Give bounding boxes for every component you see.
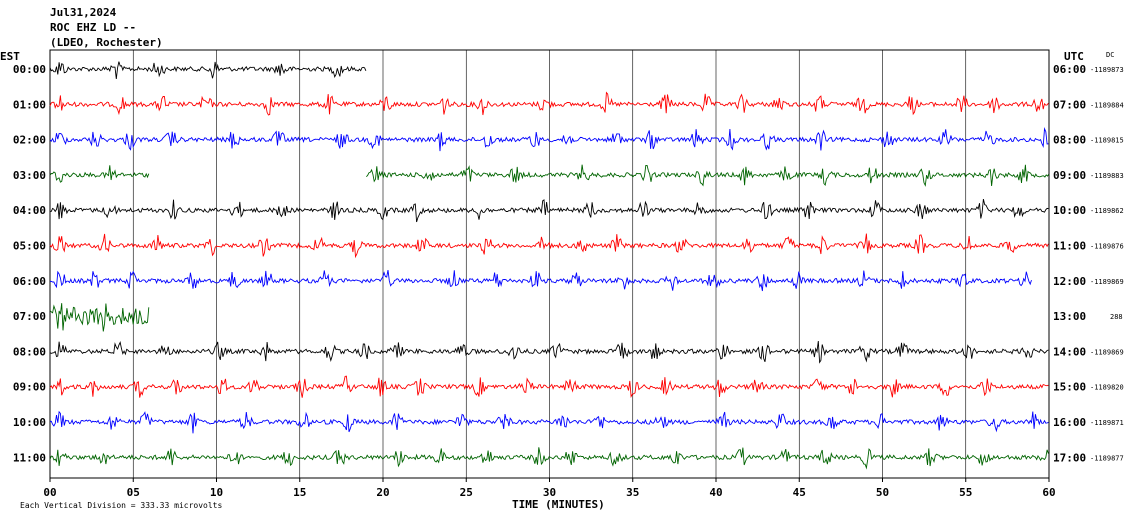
trace-0700-est xyxy=(49,303,150,332)
trace-0100-est xyxy=(49,91,1049,116)
seismic-traces xyxy=(49,61,1050,470)
est-hour-label: 08:00 xyxy=(13,345,46,358)
dc-offset-value: -1189862 xyxy=(1090,207,1124,215)
dc-offset-value: -1189873 xyxy=(1090,66,1124,74)
dc-offset-value: -1189869 xyxy=(1090,278,1124,286)
est-label: EST xyxy=(0,50,20,63)
trace-0000-est xyxy=(49,61,367,80)
x-tick-label-15: 15 xyxy=(293,486,306,499)
time-gridlines xyxy=(132,50,967,478)
dc-offset-value: -1189820 xyxy=(1090,384,1124,392)
x-tick-label-25: 25 xyxy=(460,486,473,499)
trace-0500-est xyxy=(49,233,1049,259)
header-network: (LDEO, Rochester) xyxy=(50,36,163,49)
dc-offset-value: -1189815 xyxy=(1090,137,1124,145)
footer-note: Each Vertical Division = 333.33 microvol… xyxy=(20,501,222,510)
est-hour-label: 09:00 xyxy=(13,381,46,394)
x-tick-label-35: 35 xyxy=(626,486,639,499)
x-tick-label-40: 40 xyxy=(709,486,722,499)
utc-hour-label: 15:00 xyxy=(1053,381,1086,394)
utc-hour-label: 11:00 xyxy=(1053,240,1086,253)
utc-hour-label: 12:00 xyxy=(1053,275,1086,288)
utc-hour-label: 14:00 xyxy=(1053,345,1086,358)
trace-0300-est-part2 xyxy=(365,164,1050,187)
est-hour-labels: 00:00 01:00 02:00 03:00 04:00 05:00 06:00 07:00… xyxy=(13,63,46,464)
trace-0800-est xyxy=(49,340,1049,364)
dc-offset-value: -1189883 xyxy=(1090,172,1124,180)
x-tick-label-10: 10 xyxy=(210,486,223,499)
dc-offset-value: -1189869 xyxy=(1090,348,1124,356)
header-station: ROC EHZ LD -- xyxy=(50,21,136,34)
x-tick-label-50: 50 xyxy=(876,486,889,499)
x-tick-label-00: 00 xyxy=(43,486,56,499)
trace-0600-est xyxy=(49,270,1032,292)
x-tick-label-45: 45 xyxy=(793,486,806,499)
x-tick-label-20: 20 xyxy=(376,486,389,499)
dc-label: DC xyxy=(1106,51,1114,59)
trace-0900-est xyxy=(49,375,1049,398)
trace-1100-est xyxy=(49,447,1049,470)
utc-hour-labels: 06:00 -1189873 07:00 -1189884 08:00 -1189815 0… xyxy=(1053,63,1124,464)
trace-0400-est xyxy=(49,198,1049,223)
x-tick-label-55: 55 xyxy=(959,486,972,499)
est-hour-label: 03:00 xyxy=(13,169,46,182)
est-hour-label: 02:00 xyxy=(13,134,46,147)
est-hour-label: 06:00 xyxy=(13,275,46,288)
trace-0300-est xyxy=(49,165,150,183)
header-date: Jul31,2024 xyxy=(50,6,117,19)
trace-1000-est xyxy=(49,410,1049,434)
trace-0200-est xyxy=(49,127,1049,152)
x-tick-label-30: 30 xyxy=(543,486,556,499)
x-axis-title: TIME (MINUTES) xyxy=(512,498,605,511)
utc-hour-label: 06:00 xyxy=(1053,63,1086,76)
utc-hour-label: 09:00 xyxy=(1053,169,1086,182)
x-tick-label-60: 60 xyxy=(1042,486,1055,499)
x-tick-label-05: 05 xyxy=(127,486,140,499)
est-hour-label: 04:00 xyxy=(13,204,46,217)
utc-hour-label: 16:00 xyxy=(1053,416,1086,429)
dc-offset-value: 288 xyxy=(1110,313,1123,321)
est-hour-label: 07:00 xyxy=(13,310,46,323)
x-axis-ticks: 00 05 10 15 20 25 30 35 40 45 50 55 60 xyxy=(43,478,1056,499)
utc-hour-label: 17:00 xyxy=(1053,451,1086,464)
dc-offset-value: -1189876 xyxy=(1090,243,1124,251)
utc-hour-label: 08:00 xyxy=(1053,134,1086,147)
utc-hour-label: 07:00 xyxy=(1053,98,1086,111)
est-hour-label: 10:00 xyxy=(13,416,46,429)
dc-offset-value: -1189877 xyxy=(1090,454,1124,462)
dc-offset-value: -1189871 xyxy=(1090,419,1124,427)
est-hour-label: 00:00 xyxy=(13,63,46,76)
utc-hour-label: 10:00 xyxy=(1053,204,1086,217)
est-hour-label: 05:00 xyxy=(13,240,46,253)
est-hour-label: 01:00 xyxy=(13,98,46,111)
est-hour-label: 11:00 xyxy=(13,451,46,464)
utc-hour-label: 13:00 xyxy=(1053,310,1086,323)
dc-offset-value: -1189884 xyxy=(1090,101,1124,109)
utc-label: UTC xyxy=(1064,50,1084,63)
